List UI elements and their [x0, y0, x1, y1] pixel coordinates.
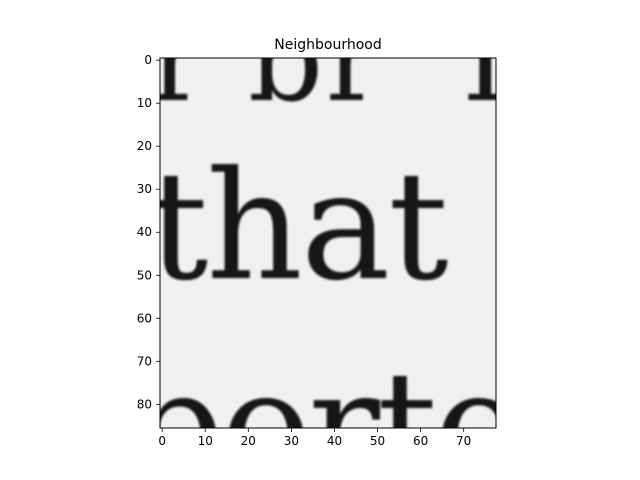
y-tick-label: 50 [137, 268, 152, 282]
y-tick-label: 70 [137, 354, 152, 368]
y-tick-label: 10 [137, 96, 152, 110]
glyph-row-middle: that [148, 140, 448, 314]
glyph-row-bottom: porte [128, 340, 520, 480]
x-tick-label: 0 [158, 434, 166, 448]
y-tick-label: 80 [137, 397, 152, 411]
glyph-row-top-right: I [462, 0, 509, 128]
y-tick-label: 40 [137, 225, 152, 239]
axes-frame [159, 57, 497, 429]
x-tick-label: 60 [413, 434, 428, 448]
y-tick-label: 20 [137, 139, 152, 153]
y-tick-label: 30 [137, 182, 152, 196]
x-tick-label: 70 [456, 434, 471, 448]
chart-title: Neighbourhood [274, 37, 381, 53]
image-panel: r br I that porte [128, 0, 520, 480]
x-tick-label: 40 [327, 434, 342, 448]
paper-texture [160, 58, 496, 428]
glyph-row-top: r br [150, 0, 384, 128]
y-axis: 0 10 20 30 40 50 60 70 80 [137, 53, 160, 411]
x-tick-label: 20 [241, 434, 256, 448]
x-axis: 0 10 20 30 40 50 60 70 [158, 428, 471, 448]
x-tick-label: 10 [198, 434, 213, 448]
y-tick-label: 0 [144, 53, 152, 67]
x-tick-label: 30 [284, 434, 299, 448]
y-tick-label: 60 [137, 311, 152, 325]
x-tick-label: 50 [370, 434, 385, 448]
